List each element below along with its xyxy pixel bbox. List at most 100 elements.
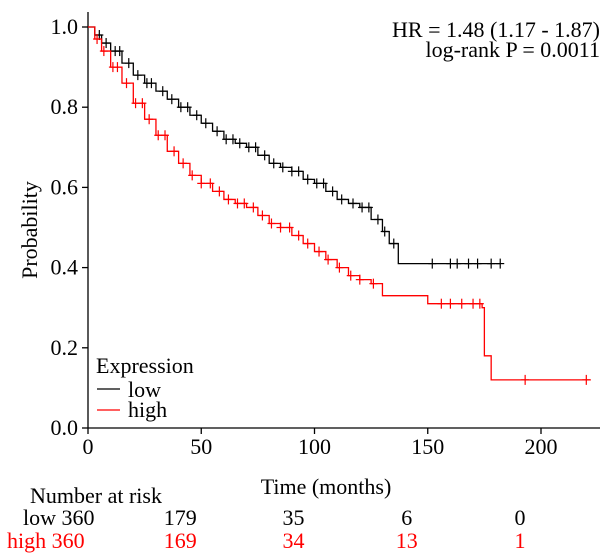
risk-table-title: Number at risk <box>30 483 162 508</box>
censor-mark-high <box>285 222 294 233</box>
censor-mark-low <box>328 186 337 197</box>
risk-count-low: 6 <box>401 505 412 530</box>
censor-mark-high <box>138 98 147 109</box>
y-tick-label: 0.6 <box>51 174 79 199</box>
censor-mark-high <box>188 170 197 181</box>
censor-mark-high <box>294 230 303 241</box>
censor-mark-high <box>122 78 131 89</box>
censor-mark-high <box>303 238 312 249</box>
logrank-annotation: log-rank P = 0.0011 <box>425 37 600 62</box>
censor-mark-low <box>244 142 253 153</box>
censor-mark-high <box>315 246 324 257</box>
censor-mark-high <box>582 374 591 385</box>
censor-mark-high <box>276 222 285 233</box>
risk-row-low-label: low 360 <box>23 505 95 530</box>
censor-mark-low <box>294 166 303 177</box>
censor-mark-low <box>251 142 260 153</box>
censor-mark-high <box>446 298 455 309</box>
censor-mark-low <box>319 178 328 189</box>
censor-mark-low <box>158 86 167 97</box>
censor-mark-low <box>192 110 201 121</box>
censor-mark-high <box>99 46 108 57</box>
risk-count-high: 13 <box>396 528 418 553</box>
censor-mark-high <box>179 158 188 169</box>
censor-mark-high <box>113 62 122 73</box>
censor-mark-low <box>473 258 482 269</box>
censor-mark-low <box>260 150 269 161</box>
censor-mark-high <box>131 98 140 109</box>
x-tick-label: 100 <box>298 434 331 459</box>
risk-count-low: 35 <box>283 505 305 530</box>
censor-mark-high <box>437 298 446 309</box>
censor-mark-low <box>303 174 312 185</box>
censor-mark-low <box>228 134 237 145</box>
series-layer <box>88 26 591 385</box>
censor-mark-high <box>346 270 355 281</box>
risk-count-low: 179 <box>164 505 197 530</box>
censor-mark-high <box>258 210 267 221</box>
censor-mark-low <box>213 126 222 137</box>
risk-count-high: 1 <box>515 528 526 553</box>
risk-count-low: 0 <box>515 505 526 530</box>
x-axis-label: Time (months) <box>261 474 392 499</box>
plot-area: 0.0 0.2 0.4 0.6 0.8 1.0 0 50 100 150 200 <box>51 12 600 459</box>
censor-mark-low <box>496 258 505 269</box>
censor-mark-high <box>335 262 344 273</box>
y-ticks: 0.0 0.2 0.4 0.6 0.8 1.0 <box>51 14 88 440</box>
censor-mark-low <box>176 102 185 113</box>
censor-mark-low <box>183 102 192 113</box>
censor-mark-low <box>364 202 373 213</box>
censor-mark-low <box>380 226 389 237</box>
x-tick-label: 150 <box>411 434 444 459</box>
risk-count-high: 34 <box>283 528 305 553</box>
censor-mark-high <box>240 198 249 209</box>
x-tick-label: 200 <box>525 434 558 459</box>
censor-mark-high <box>170 146 179 157</box>
risk-row-high-label: high 360 <box>7 528 85 553</box>
censor-mark-high <box>154 130 163 141</box>
censor-mark-high <box>457 298 466 309</box>
censor-mark-high <box>206 178 215 189</box>
censor-mark-low <box>337 194 346 205</box>
censor-mark-low <box>358 202 367 213</box>
censor-mark-low <box>147 78 156 89</box>
censor-mark-low <box>269 158 278 169</box>
censor-mark-high <box>215 186 224 197</box>
series-line-low <box>88 26 501 265</box>
censor-mark-high <box>145 114 154 125</box>
risk-count-high: 169 <box>164 528 197 553</box>
censor-mark-low <box>201 118 210 129</box>
legend-label-low: low <box>128 377 161 402</box>
censor-mark-low <box>487 258 496 269</box>
censor-mark-low <box>349 198 358 209</box>
legend-label-high: high <box>128 397 167 422</box>
censor-mark-high <box>233 198 242 209</box>
censor-mark-high <box>324 254 333 265</box>
hr-annotation: HR = 1.48 (1.17 - 1.87) <box>392 17 600 42</box>
risk-table: Number at risk low 360 high 360 179 35 6 01… <box>7 483 526 553</box>
censor-mark-high <box>249 202 258 213</box>
x-tick-label: 50 <box>190 434 212 459</box>
censor-mark-high <box>224 194 233 205</box>
risk-counts: 179 35 6 0 169 34 13 1 <box>164 505 526 553</box>
censor-mark-low <box>446 258 455 269</box>
y-tick-label: 1.0 <box>51 14 79 39</box>
censor-mark-high <box>161 130 170 141</box>
series-line-high <box>88 26 591 381</box>
censor-mark-low <box>464 258 473 269</box>
y-tick-label: 0.8 <box>51 94 79 119</box>
censor-mark-low <box>312 178 321 189</box>
censor-mark-low <box>389 238 398 249</box>
censor-mark-low <box>124 58 133 69</box>
y-axis-label: Probability <box>17 181 42 279</box>
y-tick-label: 0.4 <box>51 255 79 280</box>
censor-mark-low <box>278 162 287 173</box>
censor-mark-low <box>373 214 382 225</box>
censor-mark-high <box>521 374 530 385</box>
censor-mark-low <box>133 70 142 81</box>
censor-mark-low <box>428 258 437 269</box>
legend: Expression low high <box>96 353 194 422</box>
censor-mark-high <box>475 298 484 309</box>
censor-mark-low <box>167 94 176 105</box>
